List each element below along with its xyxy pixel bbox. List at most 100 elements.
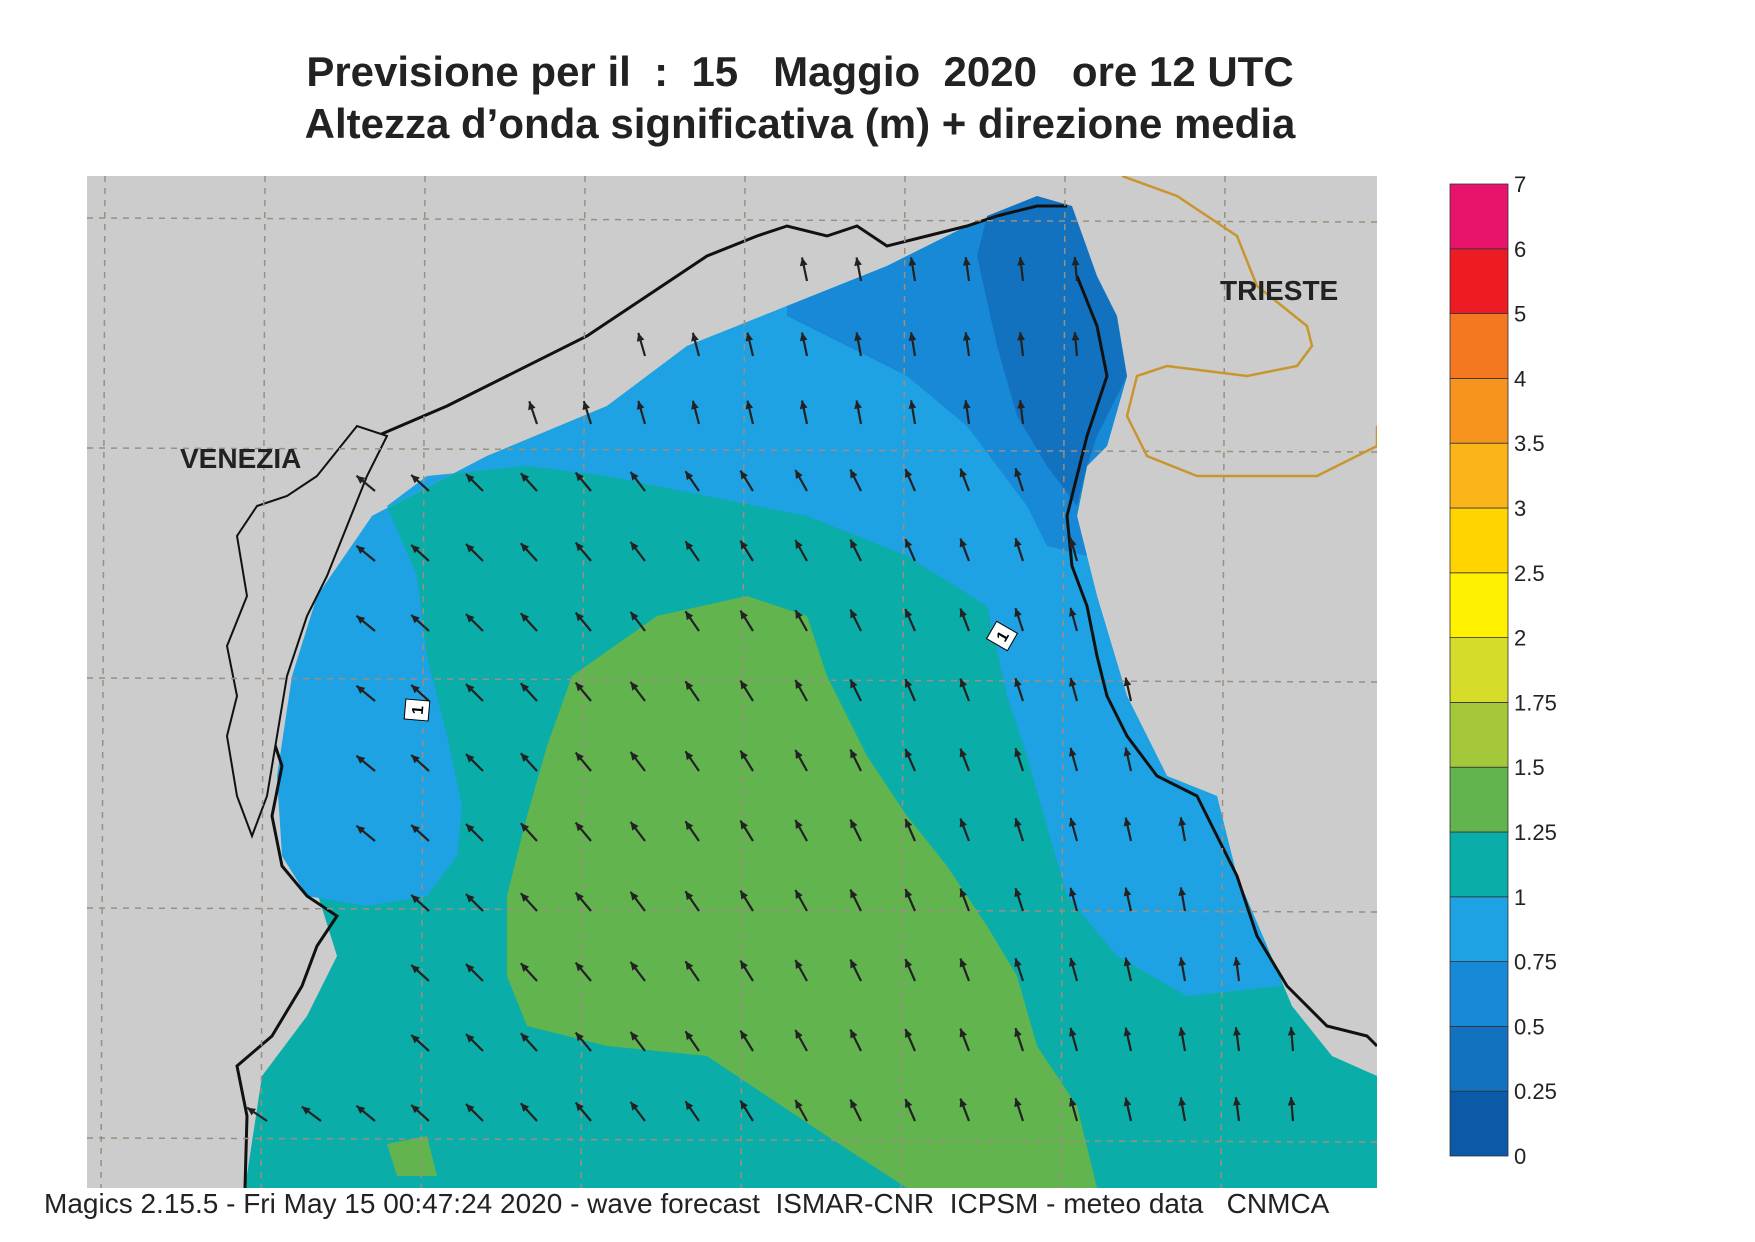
wave-arrow-head <box>740 820 748 830</box>
wave-arrow-head <box>799 257 808 267</box>
wave-arrow-head <box>850 539 858 549</box>
wave-arrow-head <box>850 749 858 759</box>
wave-arrow-head <box>850 819 858 829</box>
wave-arrow-head <box>740 540 748 550</box>
wave-arrow-head <box>356 1105 366 1114</box>
wave-arrow-head <box>465 894 475 903</box>
wave-arrow-head <box>1178 957 1187 967</box>
wave-arrow-head <box>630 1031 639 1041</box>
wave-arrow-head <box>908 400 917 409</box>
wave-arrow-head <box>1068 817 1077 827</box>
legend-swatch <box>1449 507 1509 574</box>
wave-arrow-head <box>582 401 590 411</box>
wave-arrow-head <box>575 612 584 622</box>
wave-arrow-head <box>959 1028 967 1038</box>
wave-arrow-head <box>1014 888 1022 898</box>
national-border <box>1121 176 1377 478</box>
wave-arrow-head <box>795 470 803 479</box>
wave-arrow-head <box>685 611 694 621</box>
wave-arrow-head <box>740 960 748 970</box>
wave-arrow-head <box>356 475 366 484</box>
legend-swatch <box>1449 442 1509 509</box>
wave-arrow-head <box>630 821 639 831</box>
legend-swatch <box>1449 637 1509 703</box>
legend-swatches <box>1449 183 1509 1157</box>
wave-arrow-head <box>795 610 803 619</box>
svg-text:1: 1 <box>410 705 428 715</box>
legend-swatch <box>1449 377 1509 444</box>
wave-arrow-head <box>465 824 475 833</box>
footer-credits: Magics 2.15.5 - Fri May 15 00:47:24 2020… <box>44 1188 1330 1219</box>
wave-arrow-head <box>1014 818 1022 828</box>
legend-tick-label: 0.5 <box>1514 1014 1545 1039</box>
wave-arrow-head <box>905 1099 913 1109</box>
wave-arrow-head <box>247 1107 257 1116</box>
wave-arrow-head <box>1178 1097 1187 1107</box>
wave-arrow-head <box>528 401 536 411</box>
color-legend: 0 0.25 0.5 0.75 1 1.25 1.5 1.75 2 2.5 3 3.5 4 5 6 7 <box>1449 176 1557 1166</box>
wave-arrow-head <box>799 400 808 410</box>
wave-arrow-head <box>575 472 584 482</box>
wave-arrow-head <box>465 684 475 693</box>
sea-band-1.25-1.5-small <box>387 1136 437 1176</box>
wave-arrow-head <box>1233 1097 1241 1106</box>
wave-arrow-head <box>575 752 584 762</box>
wave-arrow-head <box>630 1101 639 1111</box>
wave-arrow-head <box>1017 332 1026 341</box>
legend-swatch <box>1449 831 1509 898</box>
wave-arrow-head <box>1123 747 1132 757</box>
wave-arrow-head <box>959 608 967 618</box>
wave-arrow-head <box>520 543 530 552</box>
wave-arrow-head <box>520 753 530 762</box>
wave-arrow-head <box>685 961 694 971</box>
wave-arrow-head <box>411 894 420 904</box>
legend-swatch <box>1449 183 1509 250</box>
wave-arrow-head <box>1068 677 1077 687</box>
legend-tick-label: 1.5 <box>1514 755 1545 780</box>
wave-arrow-head <box>1014 468 1022 478</box>
wave-arrow-head <box>1123 677 1132 687</box>
wave-arrow-head <box>411 684 420 694</box>
wave-arrow-head <box>740 1030 748 1040</box>
sea-band-1.25-1.5 <box>507 596 1097 1188</box>
wave-arrow-head <box>850 1099 858 1109</box>
wave-arrow-head <box>1068 957 1077 967</box>
wave-arrow-head <box>1017 400 1026 409</box>
wave-arrow-head <box>411 614 420 624</box>
legend-tick-label: 6 <box>1514 237 1526 262</box>
wave-arrow-head <box>795 680 803 689</box>
legend-swatch <box>1449 313 1509 379</box>
wave-arrow-head <box>1068 1097 1077 1107</box>
wave-arrow-head <box>1123 957 1132 967</box>
wave-arrow-head <box>575 1032 584 1042</box>
wave-arrow-head <box>575 542 584 552</box>
wave-arrow-head <box>520 823 530 832</box>
wave-arrow-head <box>959 958 967 968</box>
wave-arrow-head <box>905 959 913 969</box>
wave-arrow-head <box>520 963 530 972</box>
coastline-venice-lagoon <box>225 424 389 839</box>
wave-arrow-head <box>520 613 530 622</box>
contour-label-1-east: 1 <box>985 620 1019 652</box>
legend-tick-label: 3 <box>1514 496 1526 521</box>
wave-arrow-head <box>854 400 862 410</box>
wave-arrow-head <box>905 609 913 619</box>
graticule <box>87 176 1377 1188</box>
wave-arrow-head <box>1123 887 1132 897</box>
wave-arrow-head <box>740 470 748 480</box>
wave-arrow-head <box>685 891 694 901</box>
wave-arrow-head <box>745 400 754 410</box>
legend-tick-label: 1.25 <box>1514 820 1557 845</box>
wave-arrow-head <box>411 754 420 764</box>
wave-arrow-head <box>411 1104 420 1114</box>
wave-arrow-head <box>1178 817 1187 827</box>
legend-tick-label: 5 <box>1514 302 1526 327</box>
legend-tick-label: 4 <box>1514 366 1526 391</box>
wave-arrow-head <box>959 888 967 898</box>
wave-arrow-head <box>854 332 862 342</box>
wave-arrow-head <box>795 890 803 899</box>
legend-tick-label: 0.75 <box>1514 950 1557 975</box>
legend-swatch <box>1449 896 1509 962</box>
wave-arrow-head <box>905 819 913 829</box>
wave-arrow-head <box>685 1031 694 1041</box>
